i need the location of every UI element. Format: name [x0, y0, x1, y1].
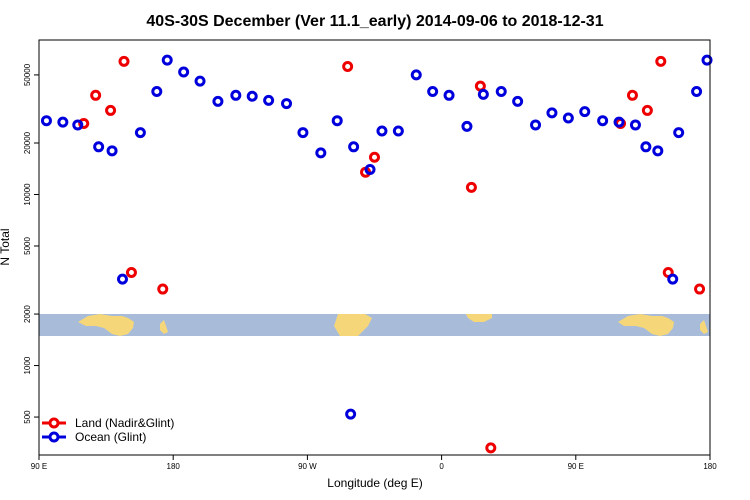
ocean-point: [530, 119, 542, 131]
data-points: [40, 54, 713, 454]
land-point: [342, 60, 354, 72]
ocean-point: [57, 116, 69, 128]
ocean-point: [106, 145, 118, 157]
ocean-point: [315, 147, 327, 159]
y-axis: 500 1000 2000 5000 10000 20000 50000: [23, 63, 39, 424]
ocean-point: [495, 85, 507, 97]
ocean-point: [640, 141, 652, 153]
land-point: [118, 55, 130, 67]
ocean-point: [194, 75, 206, 87]
x-tick-label: 90 E: [568, 462, 584, 471]
ocean-point: [701, 54, 713, 66]
x-tick-label: 90 W: [298, 462, 317, 471]
land-point: [90, 89, 102, 101]
ocean-point: [117, 273, 129, 285]
ocean-point: [392, 125, 404, 137]
map-ocean: [39, 314, 710, 336]
x-axis-label: Longitude (deg E): [327, 476, 422, 490]
map-landmass: [78, 314, 134, 336]
legend-marker: [48, 417, 60, 429]
ocean-point: [691, 85, 703, 97]
ocean-point: [40, 115, 52, 127]
land-point: [641, 104, 653, 116]
legend: Land (Nadir&Glint)Ocean (Glint): [42, 416, 174, 444]
land-point: [694, 283, 706, 295]
ocean-point: [629, 119, 641, 131]
map-landmass: [334, 314, 372, 336]
ocean-point: [178, 66, 190, 78]
legend-label: Land (Nadir&Glint): [75, 416, 174, 430]
x-tick-label: 180: [703, 462, 717, 471]
ocean-point: [263, 94, 275, 106]
ocean-point: [345, 408, 357, 420]
legend-label: Ocean (Glint): [75, 430, 146, 444]
ocean-point: [562, 112, 574, 124]
land-point: [655, 55, 667, 67]
ocean-point: [151, 85, 163, 97]
plot-frame: [38, 39, 711, 456]
ocean-point: [297, 127, 309, 139]
ocean-point: [212, 95, 224, 107]
ocean-point: [652, 145, 664, 157]
ocean-point: [477, 88, 489, 100]
y-axis-label: N Total: [0, 228, 12, 265]
ocean-point: [364, 163, 376, 175]
ocean-point: [134, 127, 146, 139]
ocean-point: [410, 69, 422, 81]
ocean-point: [161, 54, 173, 66]
map-landmass: [466, 314, 492, 322]
land-point: [369, 151, 380, 163]
ocean-point: [281, 98, 293, 110]
ocean-point: [427, 85, 439, 97]
ocean-point: [597, 115, 609, 127]
ocean-point: [461, 120, 473, 132]
ocean-point: [93, 141, 105, 153]
legend-marker: [48, 431, 60, 443]
land-point: [105, 104, 117, 116]
land-point: [626, 89, 638, 101]
y-tick-label: 1000: [23, 356, 32, 374]
land-point: [465, 181, 477, 193]
y-tick-label: 5000: [23, 237, 32, 255]
ocean-point: [443, 89, 455, 101]
ocean-point: [72, 119, 84, 131]
x-tick-label: 180: [167, 462, 181, 471]
y-tick-label: 20000: [23, 131, 32, 154]
ocean-point: [673, 127, 685, 139]
map-landmass: [700, 320, 708, 334]
ocean-point: [667, 273, 679, 285]
ocean-point: [512, 95, 524, 107]
ocean-point: [376, 125, 388, 137]
y-tick-label: 10000: [23, 183, 32, 206]
y-tick-label: 2000: [23, 305, 32, 323]
y-tick-label: 50000: [23, 63, 32, 86]
ocean-point: [613, 116, 625, 128]
y-tick-label: 500: [23, 410, 32, 424]
x-tick-label: 0: [439, 462, 444, 471]
x-tick-label: 90 E: [31, 462, 47, 471]
land-point: [125, 266, 137, 278]
chart-title: 40S-30S December (Ver 11.1_early) 2014-0…: [146, 13, 603, 30]
ocean-point: [348, 141, 360, 153]
map-landmass: [618, 314, 674, 336]
land-point: [78, 118, 90, 130]
ocean-point: [579, 106, 591, 118]
land-point: [157, 283, 169, 295]
ocean-point: [230, 89, 242, 101]
land-point: [485, 442, 497, 454]
ocean-point: [331, 115, 343, 127]
ocean-point: [546, 107, 558, 119]
ocean-point: [246, 90, 258, 102]
x-axis: 90 E 180 90 W 0 90 E 180: [31, 455, 717, 471]
map-landmass: [160, 320, 168, 334]
world-map-strip: [39, 314, 710, 336]
